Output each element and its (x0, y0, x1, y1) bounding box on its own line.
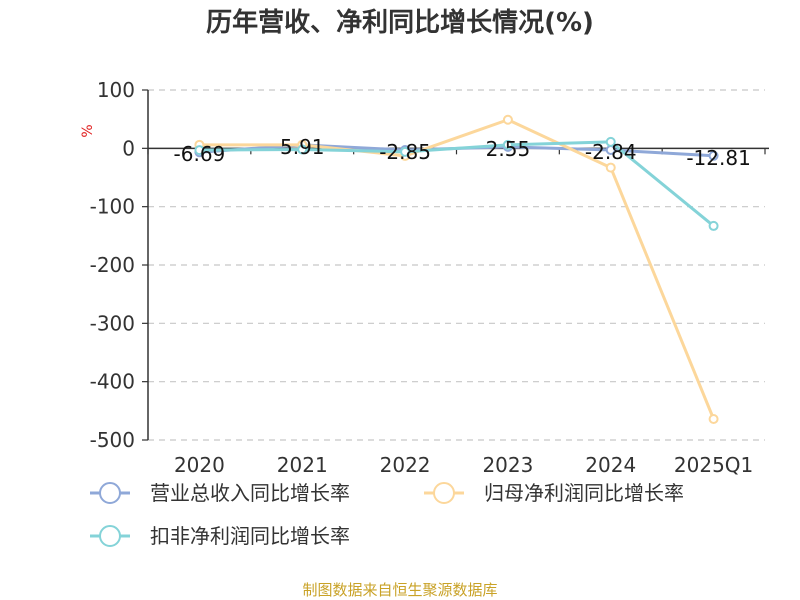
legend-swatch-marker (99, 525, 121, 547)
legend-swatch-marker (99, 482, 121, 504)
data-point (194, 145, 205, 156)
legend-label: 营业总收入同比增长率 (150, 481, 350, 505)
x-tick-label: 2022 (380, 453, 431, 477)
y-axis-unit-label: % (80, 124, 96, 137)
y-tick-label: -500 (90, 428, 135, 452)
data-point (297, 144, 308, 155)
data-label: -12.81 (686, 146, 750, 170)
y-tick-labels: 100 0 -100 -200 -300 -400 -500 (90, 78, 135, 452)
data-point (400, 146, 411, 157)
y-tick-label: -200 (90, 253, 135, 277)
data-point (605, 162, 616, 173)
x-tick-label: 2020 (174, 453, 225, 477)
series-lines (194, 114, 719, 424)
data-label: 2.55 (486, 137, 531, 161)
y-tick-label: -300 (90, 311, 135, 335)
y-tick-label: -400 (90, 370, 135, 394)
data-label: -6.69 (174, 142, 226, 166)
series-3 (194, 136, 719, 231)
data-point (502, 114, 513, 125)
data-label: 5.91 (280, 135, 325, 159)
x-tick-label: 2021 (277, 453, 328, 477)
legend-item-2: 归母净利润同比增长率 (424, 481, 684, 505)
legend-item-1: 营业总收入同比增长率 (90, 481, 350, 505)
y-tick-label: 100 (97, 78, 135, 102)
series-2 (194, 114, 719, 424)
legend-label: 扣非净利润同比增长率 (150, 524, 350, 548)
data-point (708, 414, 719, 424)
legend-label: 归母净利润同比增长率 (484, 481, 684, 505)
chart-title: 历年营收、净利同比增长情况(%) (206, 7, 594, 38)
x-tick-label: 2024 (585, 453, 636, 477)
data-point (708, 150, 719, 161)
series-line (197, 118, 716, 421)
grid-lines (148, 89, 765, 441)
x-tick-labels: 2020 2021 2022 2023 2024 2025Q1 (174, 453, 753, 477)
data-point (502, 139, 513, 150)
data-point (708, 220, 719, 231)
x-tick-label: 2025Q1 (674, 453, 753, 477)
data-labels: -6.69 5.91 -2.85 2.55 -2.84 -12.81 (174, 135, 751, 170)
data-point (605, 136, 616, 147)
data-label: -2.85 (379, 140, 431, 164)
source-note: 制图数据来自恒生聚源数据库 (302, 581, 497, 599)
data-label: -2.84 (585, 140, 637, 164)
series-line (197, 140, 716, 228)
x-tick-label: 2023 (482, 453, 533, 477)
legend-item-3: 扣非净利润同比增长率 (90, 524, 350, 548)
y-tick-label: 0 (122, 136, 135, 160)
y-tick-label: -100 (90, 195, 135, 219)
legend-swatch-marker (433, 482, 455, 504)
